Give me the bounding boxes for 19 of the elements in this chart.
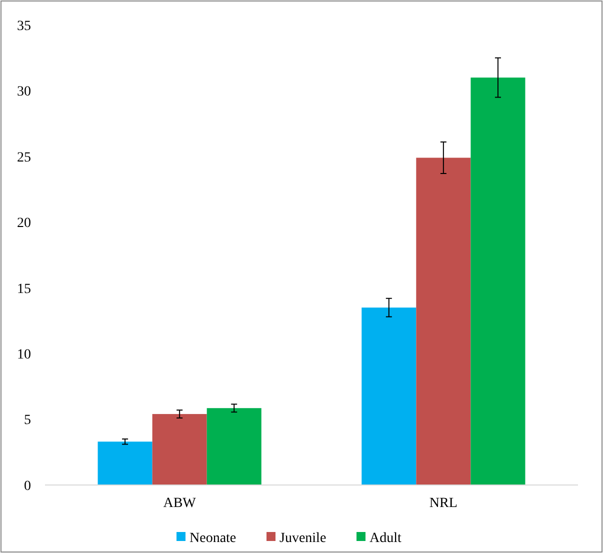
legend-label: Juvenile bbox=[280, 530, 326, 546]
bar bbox=[416, 158, 471, 485]
x-tick-label: ABW bbox=[163, 496, 197, 511]
bar bbox=[152, 414, 207, 485]
bar bbox=[362, 308, 416, 485]
y-tick-label: 25 bbox=[17, 150, 31, 166]
bar bbox=[470, 78, 526, 485]
x-tick-label: NRL bbox=[429, 496, 458, 511]
y-tick-label: 0 bbox=[24, 478, 31, 494]
y-tick-label: 35 bbox=[17, 18, 31, 34]
y-tick-label: 15 bbox=[17, 282, 31, 297]
legend-label: Adult bbox=[370, 530, 402, 546]
y-tick-label: 10 bbox=[17, 347, 31, 362]
legend-label: Neonate bbox=[190, 530, 236, 546]
bar bbox=[206, 408, 262, 485]
y-tick-label: 20 bbox=[17, 216, 31, 232]
y-tick-label: 5 bbox=[24, 413, 31, 428]
y-tick-label: 30 bbox=[17, 84, 31, 100]
bar bbox=[98, 442, 152, 485]
